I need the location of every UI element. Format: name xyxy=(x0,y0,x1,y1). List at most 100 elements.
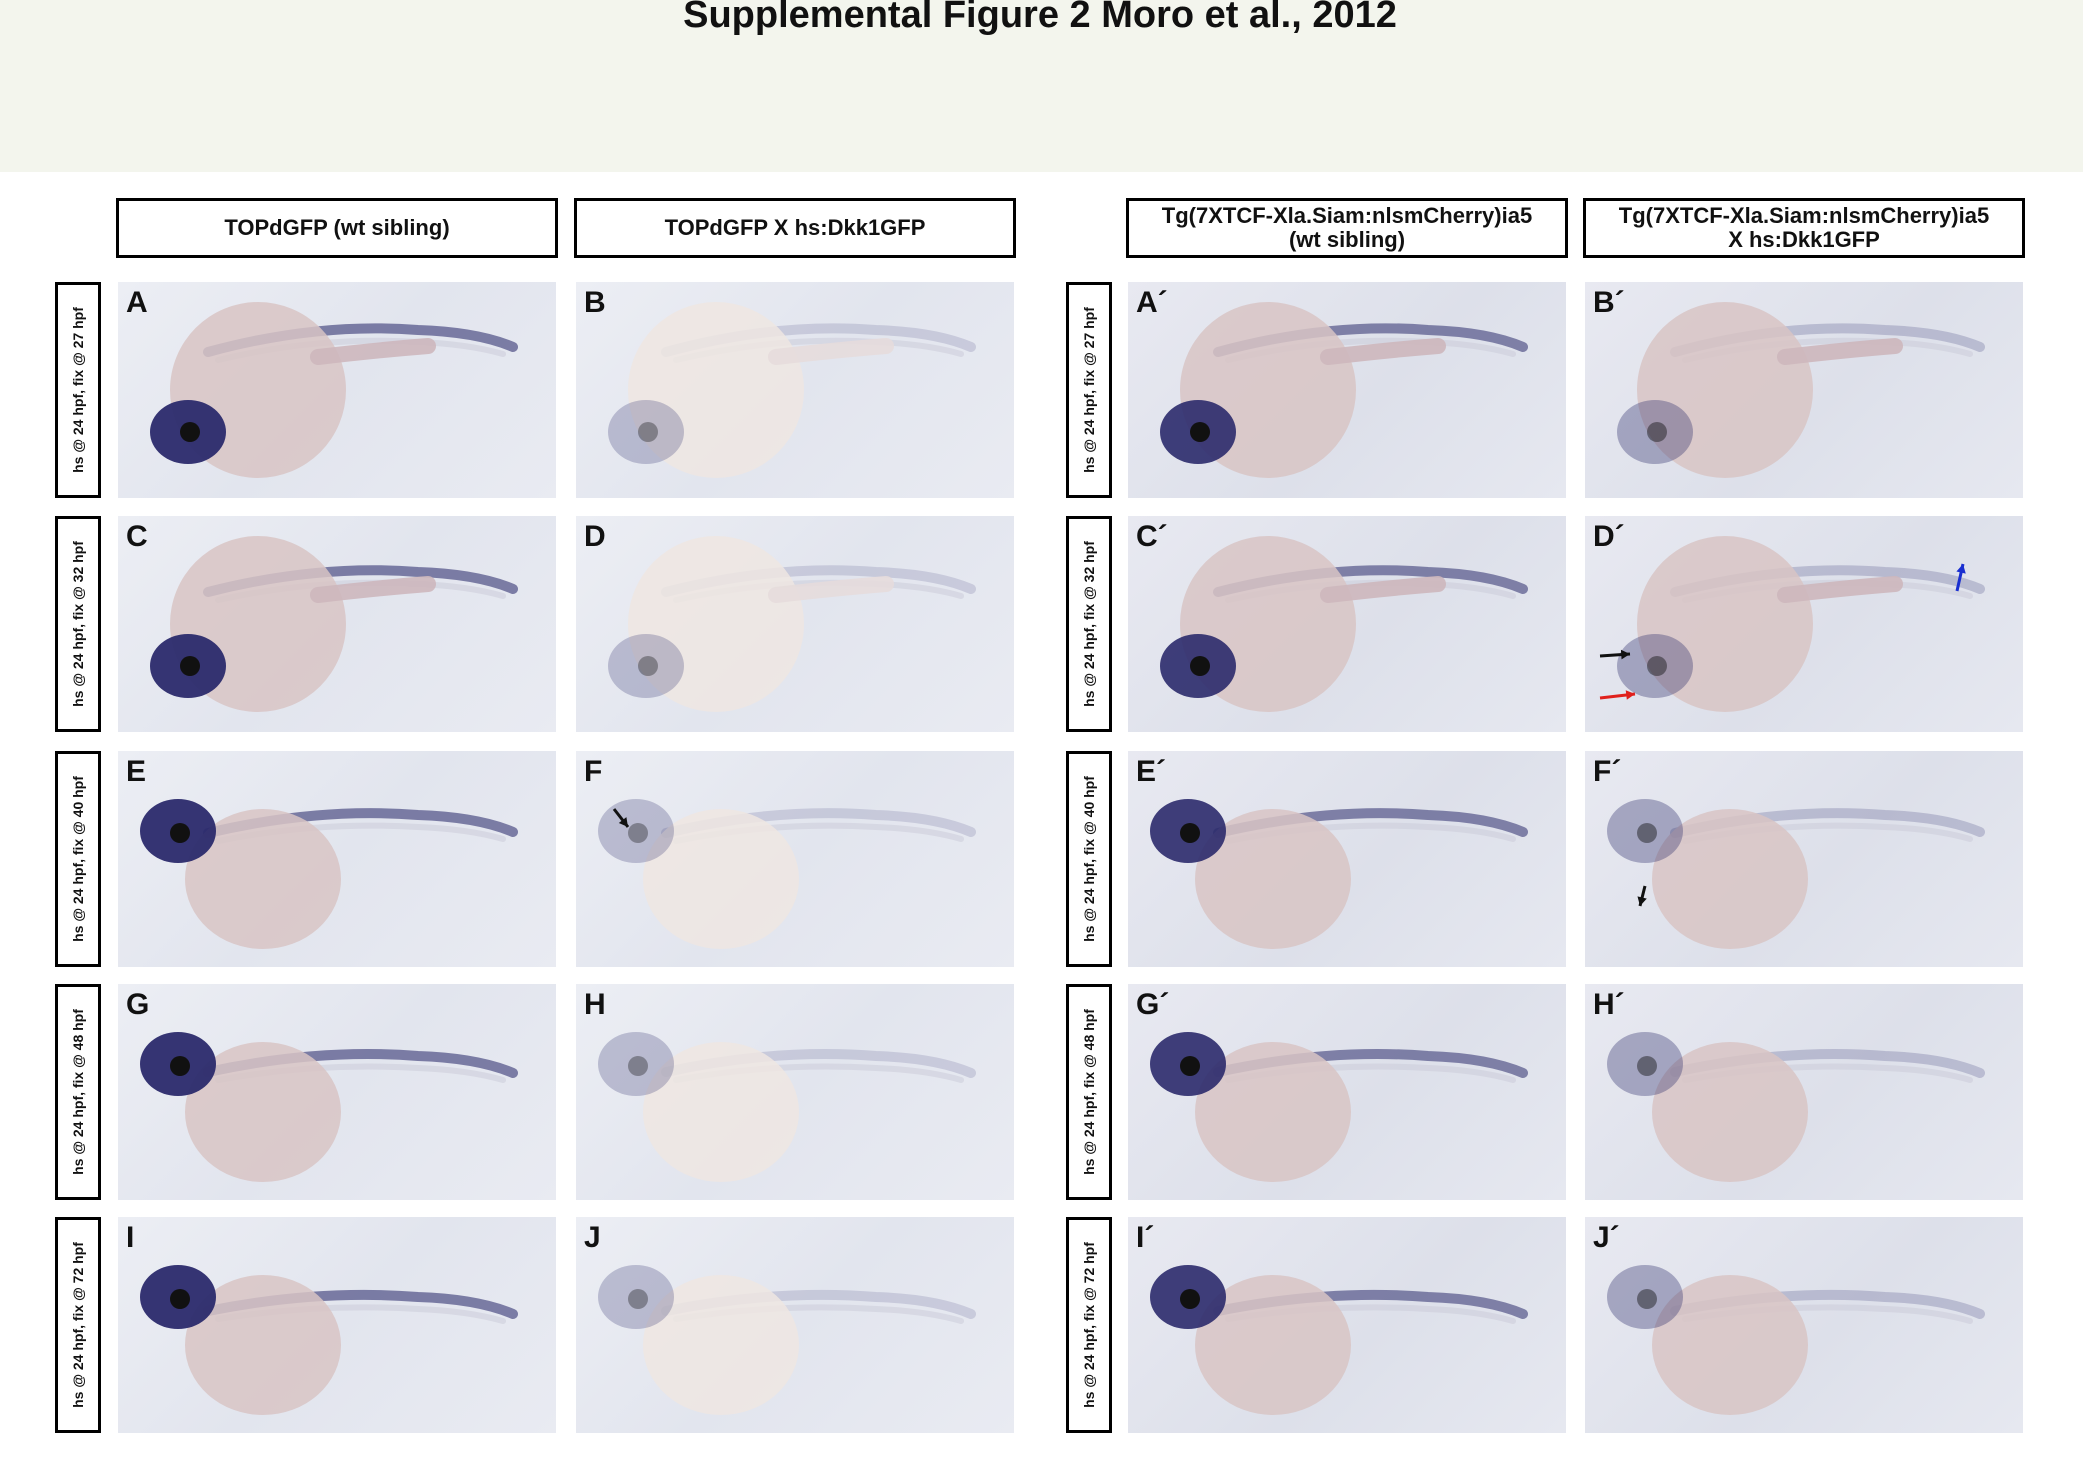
column-header: Tg(7XTCF-Xla.Siam:nlsmCherry)ia5 (wt sib… xyxy=(1126,198,1568,258)
embryo-yolk xyxy=(185,809,341,949)
panel-letter: B xyxy=(584,286,606,319)
column-header: TOPdGFP (wt sibling) xyxy=(116,198,558,258)
figure-panel: J xyxy=(576,1217,1014,1433)
embryo-image xyxy=(598,1032,976,1182)
embryo-image xyxy=(1599,536,1985,712)
embryo-head xyxy=(1607,1032,1683,1096)
figure-panel: G´ xyxy=(1128,984,1566,1200)
panel-letter: I xyxy=(126,1221,135,1254)
figure-panel: E xyxy=(118,751,556,967)
panel-letter: F xyxy=(584,755,603,788)
panel-letter: A´ xyxy=(1136,286,1168,319)
embryo-yolk xyxy=(1637,302,1813,478)
embryo-head xyxy=(598,1265,674,1329)
panel-letter: J´ xyxy=(1593,1221,1620,1254)
panel-letter: G´ xyxy=(1136,988,1170,1021)
figure-panel: A xyxy=(118,282,556,498)
panel-letter: B´ xyxy=(1593,286,1625,319)
panel-letter: H xyxy=(584,988,606,1021)
row-label: hs @ 24 hpf, fix @ 40 hpf xyxy=(1066,751,1112,967)
embryo-yolk xyxy=(628,536,804,712)
panel-letter: H´ xyxy=(1593,988,1625,1021)
figure-panel: J´ xyxy=(1585,1217,2023,1433)
embryo-head xyxy=(608,634,684,698)
embryo-image xyxy=(1160,302,1528,478)
embryo-yolk xyxy=(1195,809,1351,949)
row-label-text: hs @ 24 hpf, fix @ 72 hpf xyxy=(1081,1242,1097,1408)
figure-panel: I´ xyxy=(1128,1217,1566,1433)
figure-panel: D´ xyxy=(1585,516,2023,732)
figure-panel: H´ xyxy=(1585,984,2023,1200)
row-label-text: hs @ 24 hpf, fix @ 32 hpf xyxy=(70,541,86,707)
figure-panel: F´ xyxy=(1585,751,2023,967)
embryo-image xyxy=(608,302,976,478)
panel-letter: D xyxy=(584,520,606,553)
embryo-yolk xyxy=(185,1042,341,1182)
embryo-image xyxy=(150,536,518,712)
row-label-text: hs @ 24 hpf, fix @ 27 hpf xyxy=(1081,307,1097,473)
row-label-text: hs @ 24 hpf, fix @ 48 hpf xyxy=(70,1009,86,1175)
row-label: hs @ 24 hpf, fix @ 27 hpf xyxy=(1066,282,1112,498)
embryo-yolk xyxy=(643,809,799,949)
row-label: hs @ 24 hpf, fix @ 72 hpf xyxy=(55,1217,101,1433)
embryo-yolk xyxy=(1195,1042,1351,1182)
figure-panel: E´ xyxy=(1128,751,1566,967)
figure-panel: G xyxy=(118,984,556,1200)
panel-letter: F´ xyxy=(1593,755,1622,788)
embryo-image xyxy=(1150,1265,1528,1415)
embryo-image xyxy=(140,1032,518,1182)
row-label-text: hs @ 24 hpf, fix @ 40 hpf xyxy=(1081,776,1097,942)
panel-letter: C xyxy=(126,520,148,553)
figure-panel: I xyxy=(118,1217,556,1433)
panel-letter: D´ xyxy=(1593,520,1625,553)
embryo-yolk xyxy=(1652,1042,1808,1182)
panel-letter: E xyxy=(126,755,147,788)
row-label-text: hs @ 24 hpf, fix @ 72 hpf xyxy=(70,1242,86,1408)
embryo-image xyxy=(1607,799,1985,949)
figure-title: Supplemental Figure 2 Moro et al., 2012 xyxy=(683,0,1397,36)
figure-panel: B´ xyxy=(1585,282,2023,498)
panel-letter: G xyxy=(126,988,150,1021)
row-label: hs @ 24 hpf, fix @ 32 hpf xyxy=(1066,516,1112,732)
embryo-yolk xyxy=(185,1275,341,1415)
embryo-image xyxy=(1150,799,1528,949)
figure-panel: A´ xyxy=(1128,282,1566,498)
embryo-image xyxy=(1150,1032,1528,1182)
column-header: Tg(7XTCF-Xla.Siam:nlsmCherry)ia5 X hs:Dk… xyxy=(1583,198,2025,258)
column-header: TOPdGFP X hs:Dkk1GFP xyxy=(574,198,1016,258)
figure-panel: F xyxy=(576,751,1014,967)
embryo-head xyxy=(1607,799,1683,863)
embryo-image xyxy=(140,1265,518,1415)
title-band xyxy=(0,0,2083,172)
row-label-text: hs @ 24 hpf, fix @ 32 hpf xyxy=(1081,541,1097,707)
embryo-image xyxy=(150,302,518,478)
embryo-image xyxy=(1617,302,1985,478)
row-label-text: hs @ 24 hpf, fix @ 27 hpf xyxy=(70,307,86,473)
embryo-yolk xyxy=(1652,1275,1808,1415)
embryo-image xyxy=(1607,1265,1985,1415)
embryo-head xyxy=(1617,400,1693,464)
row-label-text: hs @ 24 hpf, fix @ 40 hpf xyxy=(70,776,86,942)
embryo-head xyxy=(598,1032,674,1096)
embryo-yolk xyxy=(643,1042,799,1182)
embryo-head xyxy=(608,400,684,464)
figure-panel: B xyxy=(576,282,1014,498)
embryo-image xyxy=(598,1265,976,1415)
embryo-head xyxy=(1607,1265,1683,1329)
figure-panel: C xyxy=(118,516,556,732)
embryo-image xyxy=(140,799,518,949)
row-label: hs @ 24 hpf, fix @ 48 hpf xyxy=(55,984,101,1200)
panel-letter: E´ xyxy=(1136,755,1166,788)
row-label: hs @ 24 hpf, fix @ 40 hpf xyxy=(55,751,101,967)
embryo-yolk xyxy=(628,302,804,478)
row-label: hs @ 24 hpf, fix @ 48 hpf xyxy=(1066,984,1112,1200)
figure-panel: D xyxy=(576,516,1014,732)
embryo-head xyxy=(1617,634,1693,698)
embryo-yolk xyxy=(1652,809,1808,949)
embryo-image xyxy=(598,799,976,949)
embryo-image xyxy=(1607,1032,1985,1182)
row-label: hs @ 24 hpf, fix @ 32 hpf xyxy=(55,516,101,732)
panel-letter: A xyxy=(126,286,148,319)
embryo-yolk xyxy=(643,1275,799,1415)
embryo-yolk xyxy=(1637,536,1813,712)
